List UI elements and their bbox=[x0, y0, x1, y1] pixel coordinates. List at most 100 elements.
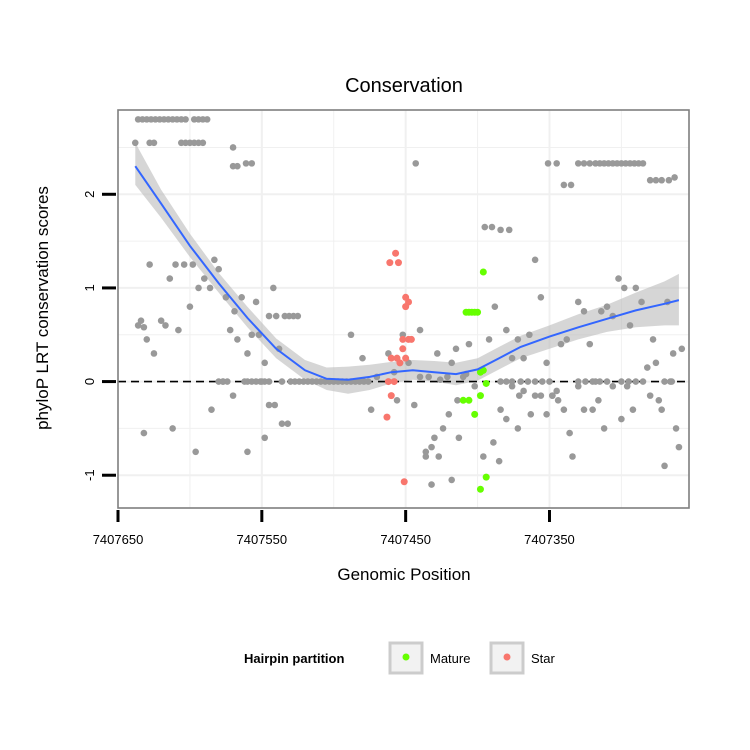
data-point-other bbox=[649, 336, 657, 343]
y-tick-label: 1 bbox=[82, 284, 97, 291]
data-point-other bbox=[658, 406, 665, 413]
data-point-mature bbox=[482, 379, 490, 387]
data-point-other bbox=[131, 139, 139, 147]
data-point-other bbox=[503, 378, 510, 385]
data-point-other bbox=[497, 226, 504, 234]
data-point-other bbox=[146, 261, 153, 268]
data-point-other bbox=[242, 160, 250, 167]
data-point-star bbox=[386, 259, 394, 267]
data-point-other bbox=[639, 378, 647, 385]
data-point-other bbox=[639, 160, 647, 167]
data-point-other bbox=[595, 397, 602, 404]
data-point-other bbox=[524, 378, 532, 385]
data-point-other bbox=[671, 174, 678, 181]
data-point-other bbox=[661, 462, 668, 470]
smooth-line bbox=[134, 165, 680, 381]
data-point-other bbox=[658, 176, 665, 184]
data-point-other bbox=[448, 476, 455, 484]
data-point-other bbox=[485, 336, 493, 343]
data-point-other bbox=[618, 378, 625, 385]
data-point-other bbox=[435, 453, 443, 460]
data-point-mature bbox=[471, 410, 479, 418]
data-point-other bbox=[422, 453, 430, 460]
y-tick-label: 2 bbox=[82, 191, 97, 198]
data-point-other bbox=[508, 354, 516, 362]
data-point-mature bbox=[476, 368, 484, 376]
data-point-other bbox=[416, 373, 424, 381]
data-point-other bbox=[505, 226, 513, 234]
data-point-other bbox=[527, 411, 535, 418]
data-point-other bbox=[186, 303, 194, 310]
data-point-other bbox=[580, 160, 588, 167]
legend-title: Hairpin partition bbox=[244, 651, 344, 666]
data-point-star bbox=[390, 378, 398, 386]
data-point-other bbox=[393, 397, 401, 404]
data-point-other bbox=[364, 378, 372, 385]
data-point-other bbox=[632, 284, 640, 292]
data-point-other bbox=[560, 181, 568, 189]
data-point-other bbox=[410, 401, 418, 409]
data-point-other bbox=[589, 378, 596, 385]
y-tick-label: 0 bbox=[82, 378, 97, 385]
data-point-star bbox=[396, 359, 404, 367]
chart-title: Conservation bbox=[345, 75, 463, 97]
data-point-other bbox=[265, 312, 273, 320]
data-point-other bbox=[554, 397, 562, 404]
data-point-other bbox=[143, 336, 151, 343]
data-point-other bbox=[189, 261, 197, 268]
data-point-other bbox=[270, 284, 277, 292]
data-point-other bbox=[480, 453, 487, 460]
data-point-other bbox=[199, 139, 207, 147]
data-point-other bbox=[428, 443, 435, 451]
data-point-other bbox=[248, 331, 256, 339]
data-point-other bbox=[675, 443, 683, 451]
data-point-other bbox=[261, 434, 269, 442]
data-point-other bbox=[652, 359, 660, 367]
y-axis: -1 0 1 2 bbox=[82, 191, 116, 481]
data-point-other bbox=[620, 284, 628, 292]
data-point-mature bbox=[474, 308, 482, 316]
data-point-other bbox=[549, 392, 556, 399]
data-point-other bbox=[416, 326, 424, 334]
plot-border bbox=[117, 109, 690, 509]
data-point-other bbox=[508, 382, 516, 390]
x-axis: 7407650 7407550 7407450 7407350 bbox=[93, 510, 575, 547]
data-point-other bbox=[678, 345, 686, 353]
data-point-other bbox=[603, 303, 611, 310]
data-point-other bbox=[140, 323, 148, 331]
data-point-other bbox=[553, 387, 560, 395]
data-point-other bbox=[520, 387, 527, 395]
data-point-other bbox=[603, 378, 611, 385]
data-point-other bbox=[140, 429, 148, 437]
data-point-other bbox=[597, 308, 605, 315]
data-point-other bbox=[569, 453, 576, 460]
data-point-star bbox=[399, 345, 407, 353]
data-point-mature bbox=[465, 396, 473, 404]
data-point-other bbox=[444, 373, 451, 381]
data-point-other bbox=[150, 350, 158, 357]
data-point-other bbox=[465, 340, 473, 348]
data-point-other bbox=[543, 359, 550, 367]
legend-label-star: Star bbox=[531, 651, 556, 666]
data-point-other bbox=[481, 223, 489, 231]
data-point-other bbox=[515, 392, 523, 399]
data-point-other bbox=[412, 160, 420, 167]
data-point-other bbox=[433, 350, 441, 357]
data-point-other bbox=[425, 373, 432, 381]
data-point-mature bbox=[476, 392, 484, 400]
data-point-other bbox=[574, 298, 582, 306]
x-axis-title: Genomic Position bbox=[337, 565, 470, 584]
data-point-other bbox=[586, 160, 594, 167]
data-point-other bbox=[172, 261, 179, 268]
data-point-other bbox=[646, 392, 654, 399]
data-point-other bbox=[195, 284, 202, 292]
data-point-other bbox=[215, 265, 222, 273]
data-point-other bbox=[278, 378, 286, 385]
data-point-other bbox=[226, 326, 234, 334]
data-point-other bbox=[244, 448, 251, 456]
data-point-star bbox=[402, 354, 410, 362]
legend-key-mature bbox=[402, 653, 410, 661]
data-point-other bbox=[455, 434, 463, 442]
data-point-other bbox=[175, 326, 182, 334]
data-point-star bbox=[394, 259, 402, 267]
